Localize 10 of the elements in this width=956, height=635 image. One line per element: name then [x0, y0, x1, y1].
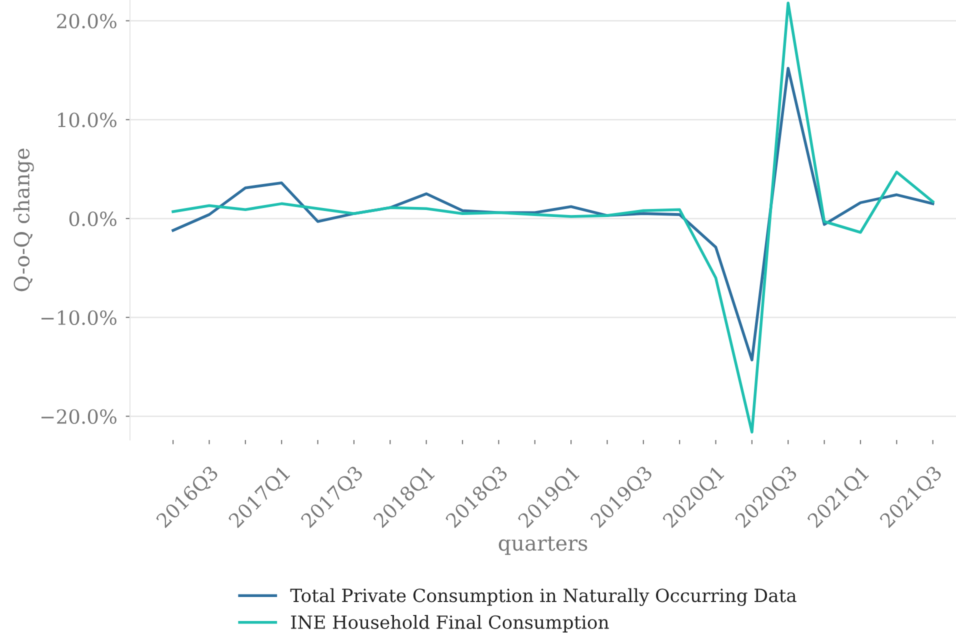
y-tick-label: 0.0% [69, 211, 116, 226]
y-tick-label: −20.0% [41, 409, 116, 424]
y-tick-label: 20.0% [57, 14, 116, 28]
x-axis-title: quarters [498, 536, 588, 555]
y-axis-title: Q-o-Q change [13, 148, 34, 292]
legend-label: Total Private Consumption in Naturally Occurring Data [290, 588, 796, 606]
legend-label: INE Household Final Consumption [291, 615, 609, 632]
line-series [172, 2, 934, 434]
y-tick-label: 10.0% [58, 112, 116, 128]
y-tick-label: −10.0% [41, 310, 116, 326]
